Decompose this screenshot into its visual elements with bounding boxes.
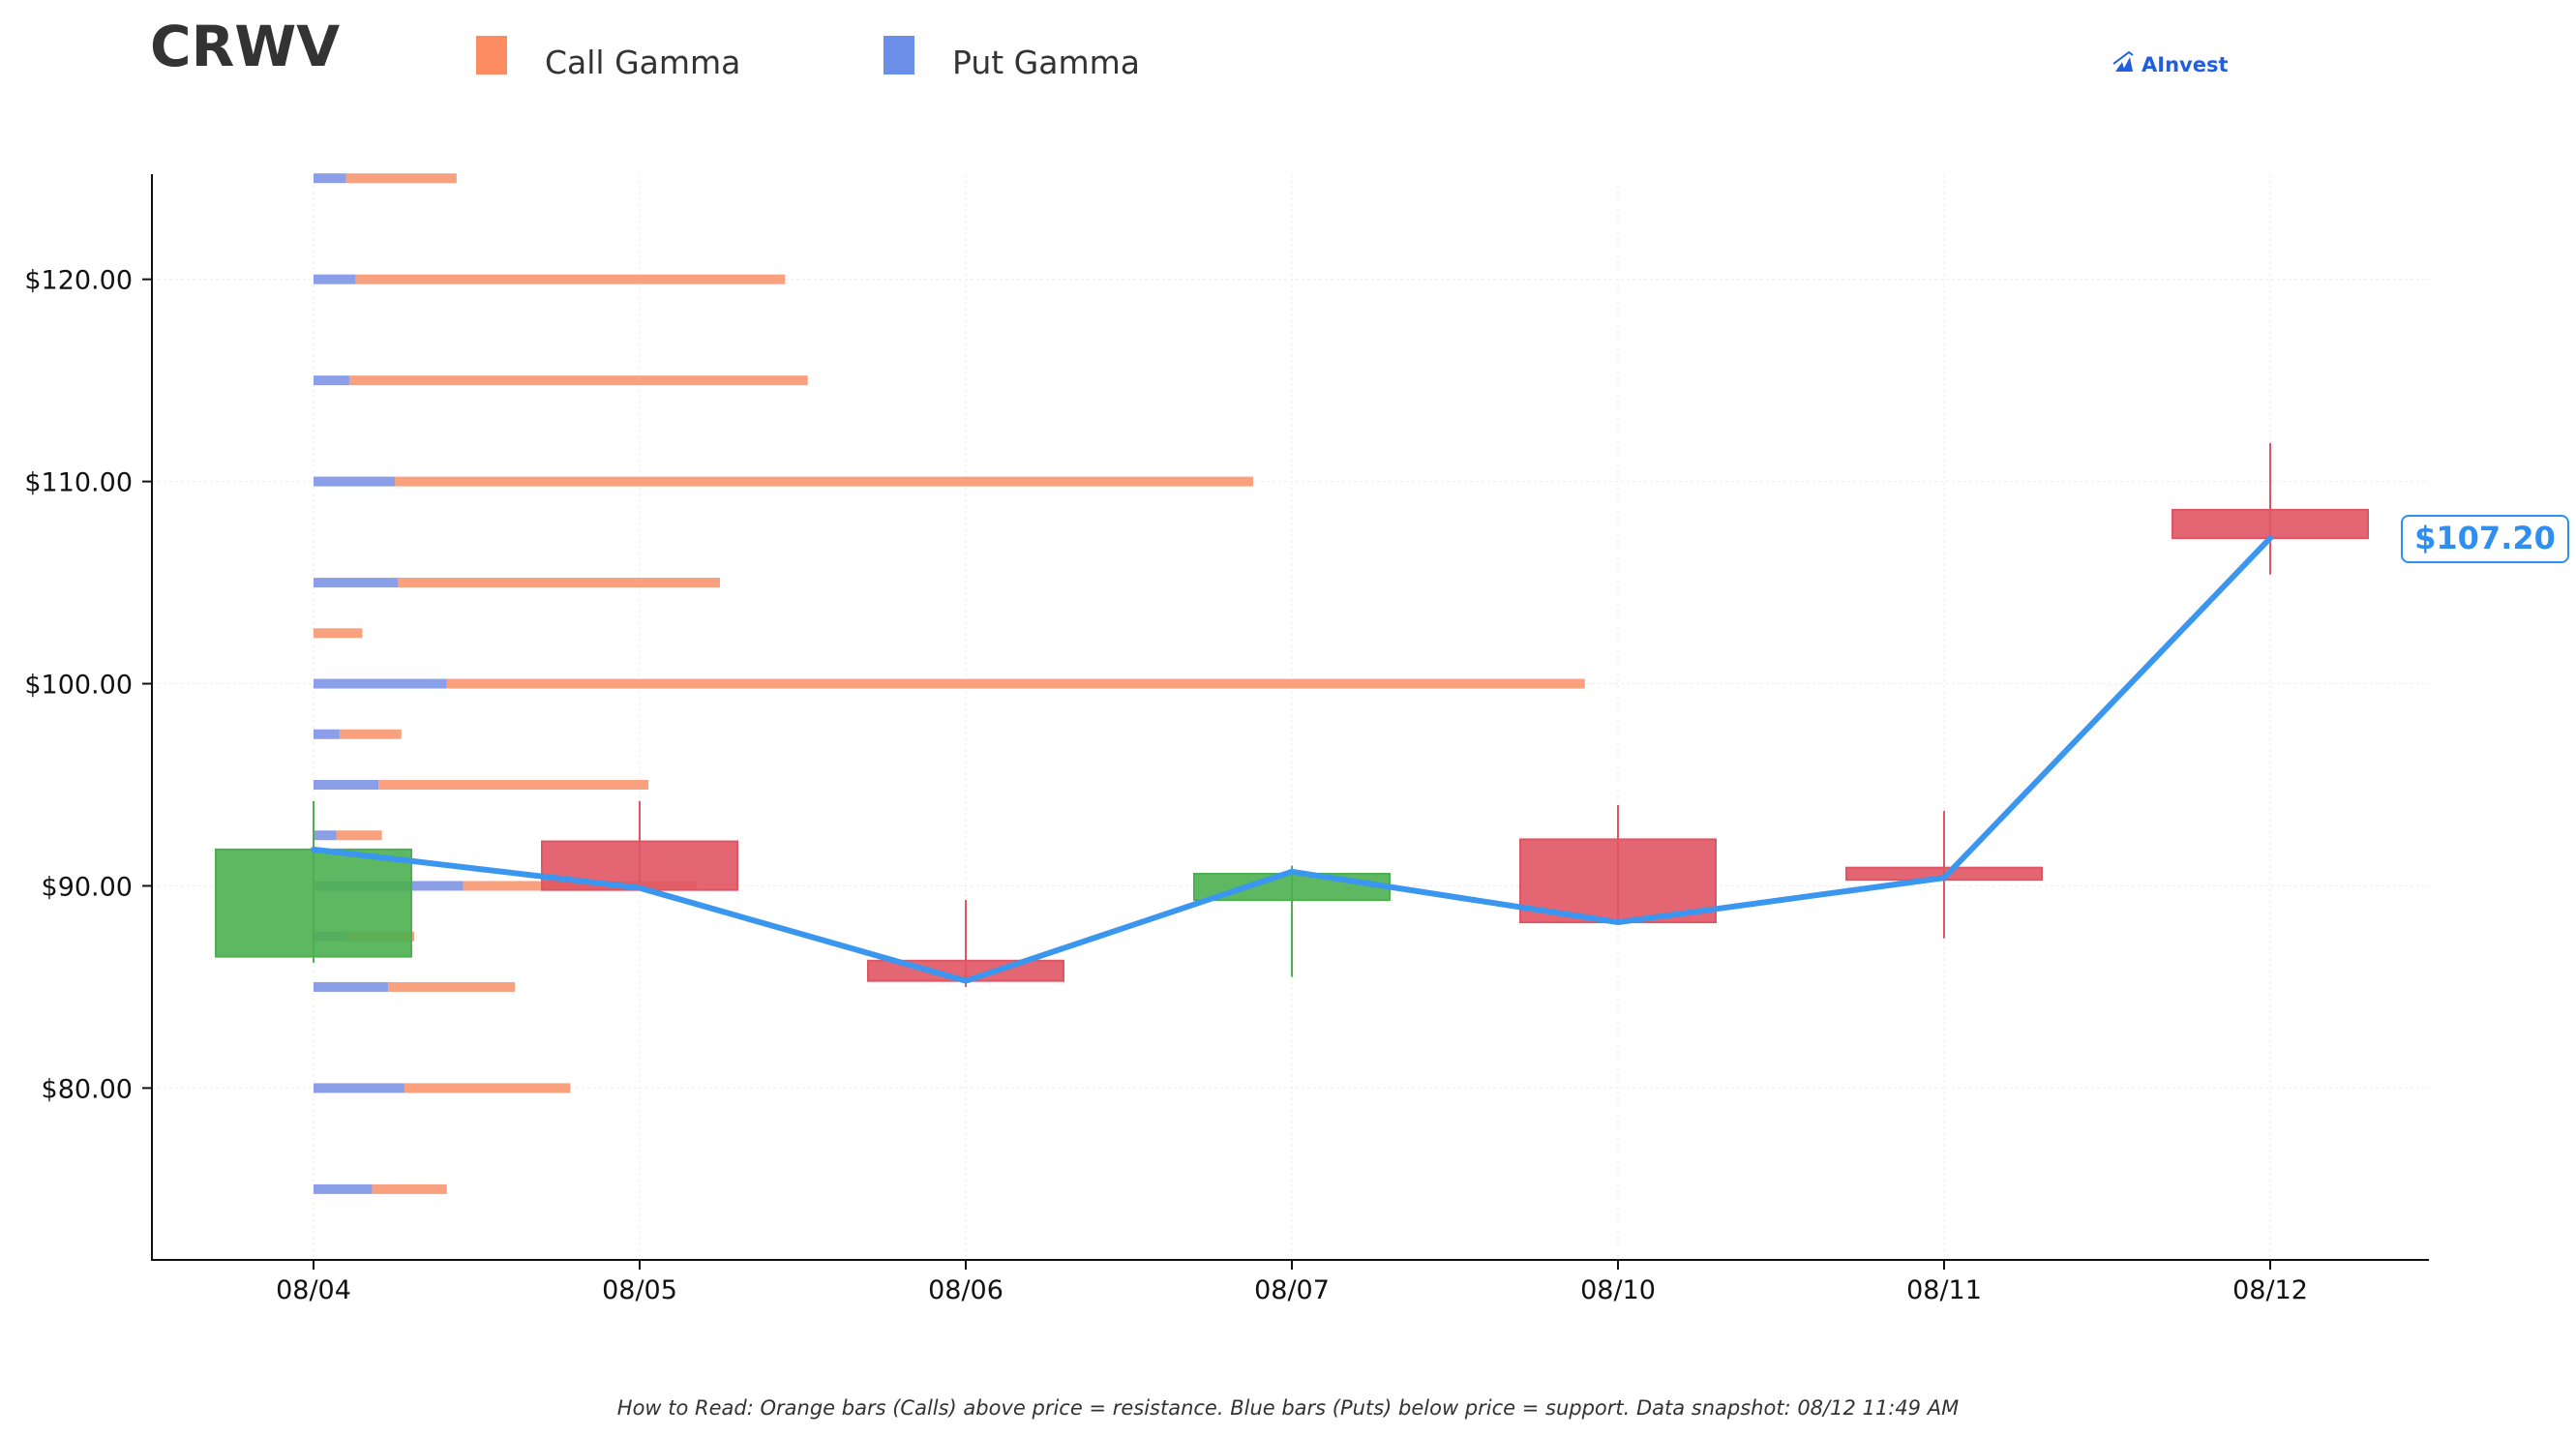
y-axis-ticks: $80.00 $90.00 $100.00 $110.00 $120.00 bbox=[24, 266, 152, 1104]
call-gamma-bar bbox=[336, 830, 382, 841]
x-tick-label: 08/04 bbox=[276, 1275, 351, 1305]
candle-body-up bbox=[215, 848, 412, 958]
brand-logo-icon bbox=[2112, 50, 2134, 72]
call-gamma-bar bbox=[348, 375, 808, 386]
put-gamma-bar bbox=[314, 173, 346, 184]
call-gamma-bar bbox=[314, 628, 363, 639]
legend-label-put-gamma: Put Gamma bbox=[952, 44, 1140, 81]
candle-body-down bbox=[2172, 508, 2369, 540]
x-tick-label: 08/12 bbox=[2232, 1275, 2308, 1305]
close-price-line bbox=[311, 535, 2273, 984]
call-gamma-bar bbox=[404, 1083, 571, 1093]
put-gamma-bar bbox=[314, 274, 356, 284]
put-gamma-bar bbox=[314, 981, 389, 992]
grid-lines bbox=[152, 174, 2429, 1260]
legend-swatch-call-gamma bbox=[476, 36, 507, 75]
call-gamma-bar bbox=[355, 274, 786, 284]
call-gamma-bar bbox=[372, 1183, 447, 1194]
put-gamma-bar bbox=[314, 375, 349, 386]
footnote: How to Read: Orange bars (Calls) above p… bbox=[617, 1396, 1959, 1420]
chart-title: CRWV bbox=[150, 14, 340, 79]
call-gamma-bar bbox=[398, 578, 720, 588]
x-tick-label: 08/05 bbox=[602, 1275, 677, 1305]
put-gamma-bar bbox=[314, 830, 337, 841]
y-tick-label: $120.00 bbox=[24, 266, 133, 296]
x-tick-label: 08/06 bbox=[928, 1275, 1003, 1305]
x-tick-label: 08/07 bbox=[1254, 1275, 1330, 1305]
last-price-tag-box bbox=[2401, 515, 2569, 563]
put-gamma-bar bbox=[314, 1183, 373, 1194]
put-gamma-bar bbox=[314, 1083, 405, 1093]
last-price-tag: $107.20 bbox=[2401, 515, 2569, 563]
call-gamma-bar bbox=[345, 173, 457, 184]
brand-logo: AInvest bbox=[2112, 50, 2229, 76]
x-tick-label: 08/10 bbox=[1580, 1275, 1656, 1305]
put-gamma-bar bbox=[314, 476, 395, 487]
call-gamma-bar bbox=[446, 678, 1585, 689]
last-price-label: $107.20 bbox=[2414, 520, 2556, 556]
y-tick-label: $80.00 bbox=[42, 1074, 133, 1104]
chart-legend: Call Gamma Put Gamma bbox=[476, 36, 1140, 81]
x-tick-label: 08/11 bbox=[1906, 1275, 1982, 1305]
legend-swatch-put-gamma bbox=[884, 36, 914, 75]
y-tick-label: $110.00 bbox=[24, 468, 133, 498]
put-gamma-bar bbox=[314, 578, 399, 588]
gamma-bars bbox=[314, 173, 1585, 1194]
call-gamma-bar bbox=[388, 981, 516, 992]
put-gamma-bar bbox=[314, 678, 447, 689]
call-gamma-bar bbox=[378, 779, 649, 790]
candle-body-down bbox=[1519, 838, 1717, 924]
close-price-line-group bbox=[311, 535, 2273, 984]
put-gamma-bar bbox=[314, 729, 340, 739]
put-gamma-bar bbox=[314, 779, 379, 790]
x-axis-ticks: 08/04 08/05 08/06 08/07 08/10 08/11 08/12 bbox=[276, 1260, 2308, 1305]
call-gamma-bar bbox=[339, 729, 402, 739]
y-tick-label: $90.00 bbox=[42, 872, 133, 902]
y-tick-label: $100.00 bbox=[24, 671, 133, 701]
brand-name: AInvest bbox=[2142, 53, 2229, 76]
call-gamma-bar bbox=[395, 476, 1254, 487]
legend-label-call-gamma: Call Gamma bbox=[545, 44, 740, 81]
